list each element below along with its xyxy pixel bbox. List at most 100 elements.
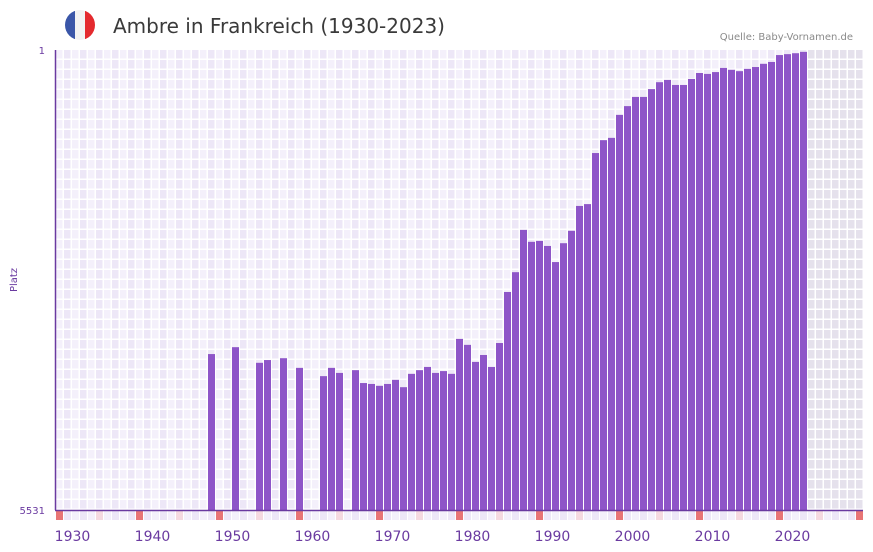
bar-1961[interactable] bbox=[320, 376, 327, 510]
bar-2001[interactable] bbox=[640, 96, 647, 511]
grid-cell bbox=[488, 260, 495, 269]
bar-2020[interactable] bbox=[792, 53, 799, 510]
grid-cell bbox=[80, 250, 87, 259]
bar-2014[interactable] bbox=[744, 68, 751, 511]
bar-1954[interactable] bbox=[264, 360, 271, 510]
bar-1976[interactable] bbox=[440, 371, 447, 510]
grid-cell bbox=[288, 360, 295, 369]
bar-1971[interactable] bbox=[400, 387, 407, 510]
bar-2019[interactable] bbox=[784, 54, 791, 510]
bar-1965[interactable] bbox=[352, 370, 359, 510]
bar-1972[interactable] bbox=[408, 373, 415, 510]
bar-2011[interactable] bbox=[720, 67, 727, 510]
bar-2013[interactable] bbox=[736, 71, 743, 510]
bar-1982[interactable] bbox=[488, 366, 495, 510]
bar-2017[interactable] bbox=[768, 61, 775, 511]
bar-1966[interactable] bbox=[360, 383, 367, 510]
bar-1996[interactable] bbox=[600, 140, 607, 510]
year-marker-2024 bbox=[824, 511, 831, 520]
bar-1985[interactable] bbox=[512, 272, 519, 510]
grid-cell bbox=[336, 130, 343, 139]
bar-1967[interactable] bbox=[368, 383, 375, 510]
grid-cell bbox=[848, 210, 855, 219]
bar-2004[interactable] bbox=[664, 79, 671, 511]
bar-1978[interactable] bbox=[456, 338, 463, 510]
bar-1956[interactable] bbox=[280, 358, 287, 510]
bar-2000[interactable] bbox=[632, 96, 639, 511]
bar-1969[interactable] bbox=[384, 383, 391, 510]
bar-2016[interactable] bbox=[760, 63, 767, 511]
grid-cell bbox=[272, 380, 279, 389]
grid-cell bbox=[576, 190, 583, 199]
bar-1998[interactable] bbox=[616, 114, 623, 511]
grid-cell bbox=[848, 120, 855, 129]
source-link[interactable]: Quelle: Baby-Vornamen.de bbox=[720, 32, 853, 43]
bar-2015[interactable] bbox=[752, 67, 759, 511]
grid-cell bbox=[360, 190, 367, 199]
grid-cell bbox=[104, 240, 111, 249]
bar-1990[interactable] bbox=[552, 262, 559, 510]
bar-1981[interactable] bbox=[480, 354, 487, 510]
year-marker-1995 bbox=[592, 511, 599, 520]
bar-1989[interactable] bbox=[544, 245, 551, 510]
grid-cell bbox=[656, 50, 663, 59]
bar-1997[interactable] bbox=[608, 137, 615, 511]
bar-1973[interactable] bbox=[416, 370, 423, 510]
bar-2018[interactable] bbox=[776, 55, 783, 511]
bar-1988[interactable] bbox=[536, 240, 543, 510]
bar-1962[interactable] bbox=[328, 367, 335, 510]
bar-2008[interactable] bbox=[696, 73, 703, 510]
grid-cell bbox=[184, 250, 191, 259]
bar-1963[interactable] bbox=[336, 372, 343, 510]
grid-cell bbox=[320, 370, 327, 379]
grid-cell bbox=[72, 160, 79, 169]
grid-cell bbox=[432, 200, 439, 209]
bar-2010[interactable] bbox=[712, 72, 719, 510]
bar-1974[interactable] bbox=[424, 366, 431, 510]
grid-cell bbox=[440, 270, 447, 279]
grid-cell bbox=[96, 250, 103, 259]
bar-2012[interactable] bbox=[728, 69, 735, 510]
bar-1970[interactable] bbox=[392, 379, 399, 510]
grid-cell bbox=[392, 310, 399, 319]
bar-1983[interactable] bbox=[496, 343, 503, 510]
bar-2002[interactable] bbox=[648, 89, 655, 510]
bar-1986[interactable] bbox=[520, 229, 527, 511]
grid-cell bbox=[240, 60, 247, 69]
bar-1992[interactable] bbox=[568, 230, 575, 510]
grid-cell bbox=[576, 120, 583, 129]
bar-2009[interactable] bbox=[704, 73, 711, 511]
grid-cell bbox=[832, 480, 839, 489]
bar-1958[interactable] bbox=[296, 367, 303, 510]
bar-1993[interactable] bbox=[576, 205, 583, 510]
grid-cell bbox=[456, 190, 463, 199]
grid-cell bbox=[352, 200, 359, 209]
bar-1991[interactable] bbox=[560, 243, 567, 510]
bar-1950[interactable] bbox=[232, 347, 239, 510]
grid-cell bbox=[832, 130, 839, 139]
bar-2007[interactable] bbox=[688, 78, 695, 510]
bar-1947[interactable] bbox=[208, 354, 215, 510]
bar-2003[interactable] bbox=[656, 82, 663, 510]
grid-cell bbox=[328, 90, 335, 99]
bar-1999[interactable] bbox=[624, 106, 631, 511]
bar-1995[interactable] bbox=[592, 153, 599, 511]
grid-cell bbox=[288, 330, 295, 339]
grid-cell bbox=[152, 260, 159, 269]
grid-cell bbox=[240, 490, 247, 499]
bar-1977[interactable] bbox=[448, 373, 455, 510]
bar-1979[interactable] bbox=[464, 344, 471, 510]
bar-1984[interactable] bbox=[504, 291, 511, 510]
bar-1994[interactable] bbox=[584, 204, 591, 510]
bar-2005[interactable] bbox=[672, 84, 679, 511]
grid-cell bbox=[392, 260, 399, 269]
bar-1980[interactable] bbox=[472, 361, 479, 510]
bar-1953[interactable] bbox=[256, 362, 263, 510]
bar-1987[interactable] bbox=[528, 241, 535, 510]
bar-1968[interactable] bbox=[376, 385, 383, 510]
bar-2006[interactable] bbox=[680, 84, 687, 511]
bar-1975[interactable] bbox=[432, 372, 439, 510]
bar-2021[interactable] bbox=[800, 51, 807, 511]
grid-cell bbox=[208, 100, 215, 109]
grid-cell bbox=[440, 190, 447, 199]
